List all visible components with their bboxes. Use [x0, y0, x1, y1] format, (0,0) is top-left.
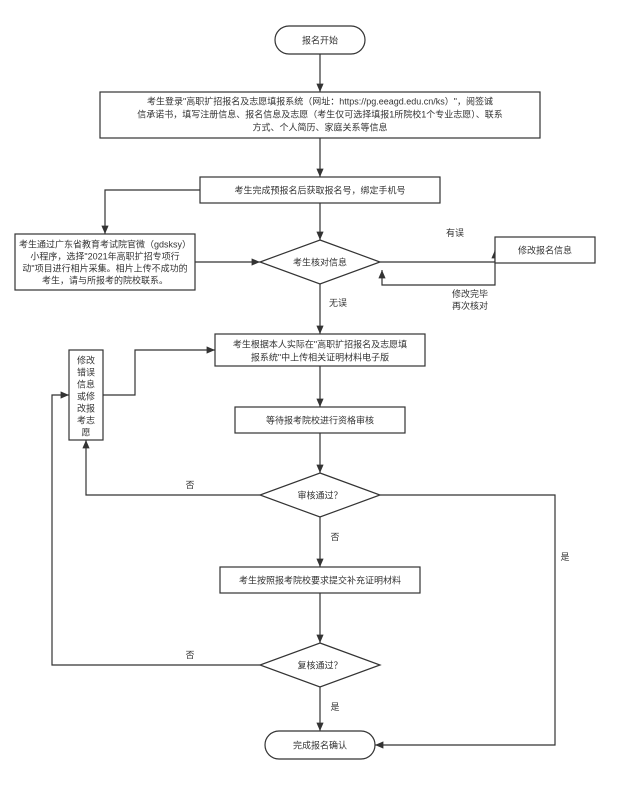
edge-getnum-photo [105, 190, 200, 234]
node-sidefix-l6: 考志 [77, 414, 95, 425]
node-upload-l2: 报系统"中上传相关证明材料电子版 [251, 351, 389, 362]
edge-sidefix-upload [103, 350, 215, 395]
node-photo-l4: 考生，请与所报考的院校联系。 [42, 274, 168, 285]
label-wuwu: 无误 [329, 298, 347, 308]
node-start-text: 报名开始 [302, 34, 338, 45]
node-login-l2: 信承诺书，填写注册信息、报名信息及志愿（考生仅可选择填报1所院校1个专业志愿）、… [137, 108, 503, 119]
node-wait-text: 等待报考院校进行资格审核 [266, 414, 374, 425]
node-reaudit-text: 复核通过？ [297, 659, 342, 670]
node-audit-text: 审核通过？ [297, 489, 342, 500]
node-photo-l3: 动"项目进行相片采集。相片上传不成功的 [22, 262, 187, 273]
node-photo-l2: 小程序，选择"2021年高职扩招专项行 [30, 250, 179, 261]
node-photo-l1: 考生通过广东省教育考试院官微（gdsksy） [19, 238, 191, 249]
label-youwu: 有误 [446, 227, 464, 238]
node-sidefix-l3: 信息 [77, 378, 95, 389]
label-fou2: 否 [185, 480, 194, 490]
label-fou3: 否 [185, 650, 194, 660]
node-modify-text: 修改报名信息 [518, 244, 572, 255]
node-getnum-text: 考生完成预报名后获取报名号，绑定手机号 [234, 184, 405, 195]
flowchart-canvas: 有误 修改完毕 再次核对 无误 否 是 否 是 否 报名开始 考生登录"高职扩招… [0, 0, 640, 800]
node-supple-text: 考生按照报考院校要求提交补充证明材料 [239, 574, 401, 585]
label-xgwb: 修改完毕 [452, 288, 488, 299]
edge-audit-sidefix [86, 440, 260, 495]
edge-modify-verify [382, 263, 495, 285]
node-verify-text: 考生核对信息 [293, 256, 347, 267]
node-login-l1: 考生登录"高职扩招报名及志愿填报系统（网址：https://pg.eeagd.e… [147, 95, 493, 106]
node-sidefix-l5: 改报 [77, 402, 95, 413]
node-sidefix-l1: 修改 [77, 354, 95, 365]
label-shi1: 是 [560, 552, 569, 562]
node-upload-l1: 考生根据本人实际在"高职扩招报名及志愿填 [233, 338, 407, 349]
node-done-text: 完成报名确认 [293, 739, 347, 750]
label-shi2: 是 [330, 702, 339, 712]
node-sidefix-l7: 愿 [81, 427, 90, 437]
node-sidefix-l4: 或修 [77, 390, 95, 401]
edge-verify-modify [380, 250, 495, 262]
node-login-l3: 方式、个人简历、家庭关系等信息 [252, 121, 387, 132]
label-fou1: 否 [330, 532, 339, 542]
edge-audit-done [375, 495, 555, 745]
label-zchd: 再次核对 [452, 300, 488, 311]
node-sidefix-l2: 错误 [77, 366, 95, 377]
